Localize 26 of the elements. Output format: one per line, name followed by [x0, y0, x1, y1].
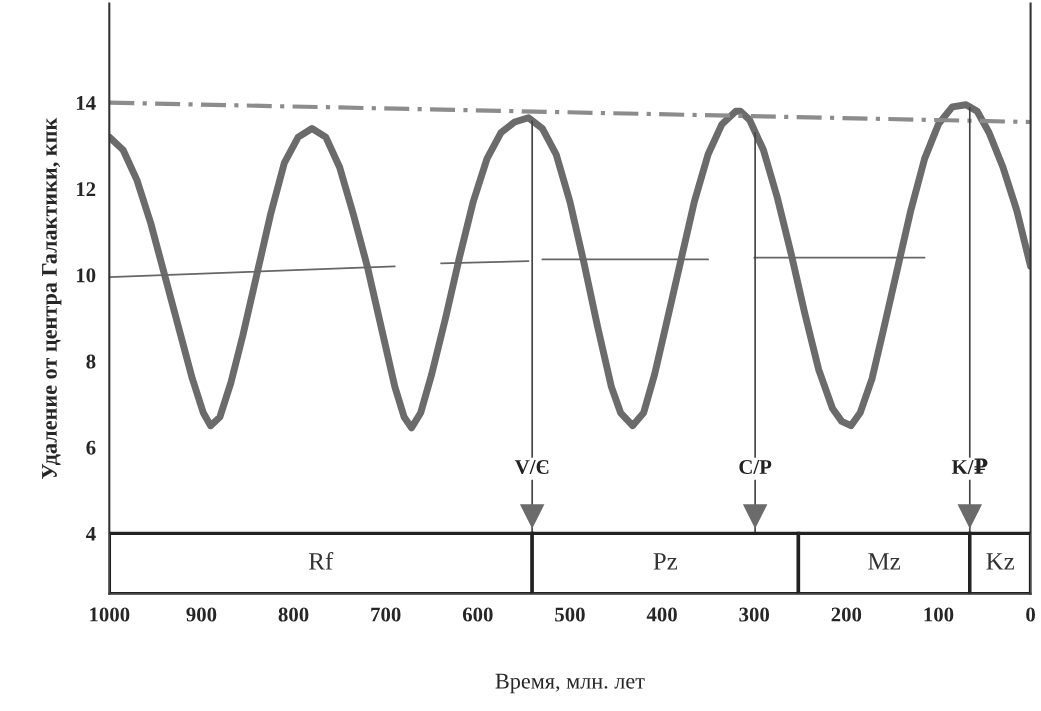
y-tick-label: 6 — [86, 440, 96, 455]
x-tick-label: 0 — [1026, 607, 1035, 622]
band-label: Rf — [308, 551, 334, 570]
y-tick-label: 10 — [76, 268, 96, 283]
y-tick-label: 4 — [85, 526, 96, 541]
y-tick-label: 14 — [76, 96, 96, 110]
y-tick-label: 12 — [76, 182, 96, 197]
x-tick-label: 500 — [555, 607, 585, 622]
ref-line-label: K/₽ — [951, 458, 988, 474]
x-tick-label: 1000 — [90, 607, 130, 622]
x-tick-label: 100 — [924, 607, 954, 622]
band-label: Kz — [986, 553, 1015, 570]
ref-line-label: C/P — [739, 459, 772, 474]
x-tick-label: 900 — [186, 607, 217, 622]
band-label: Pz — [653, 553, 678, 570]
y-axis-title: Удаление от центра Галактики, кпк — [42, 117, 62, 479]
x-tick-label: 800 — [278, 607, 309, 622]
x-tick-label: 600 — [462, 607, 493, 622]
band-label: Mz — [868, 553, 901, 570]
y-tick-label: 8 — [86, 354, 96, 369]
x-tick-label: 400 — [646, 607, 677, 622]
x-tick-label: 700 — [371, 607, 401, 622]
ref-line-label: V/Є — [514, 459, 549, 475]
x-tick-label: 200 — [831, 607, 862, 622]
x-tick-label: 300 — [739, 607, 770, 622]
x-axis-title: Время, млн. лет — [495, 673, 645, 694]
